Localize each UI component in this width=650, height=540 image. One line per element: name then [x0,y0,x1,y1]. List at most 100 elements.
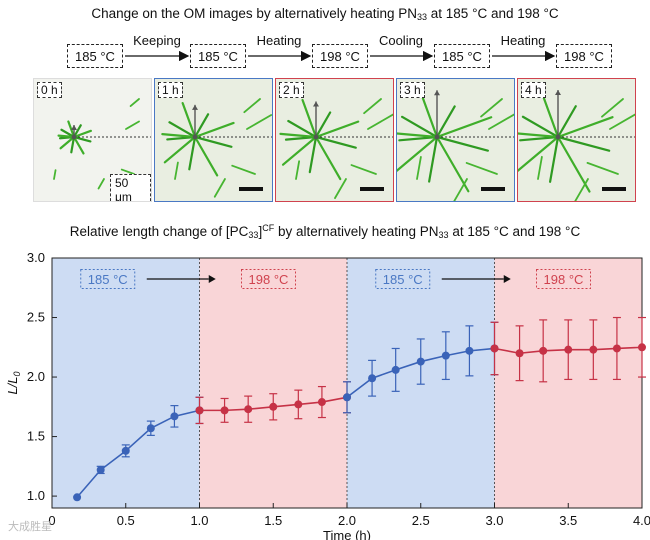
om-panel-1h: 1 h [154,78,273,202]
x-tick-label: 0.5 [117,513,135,528]
om-time-label-1h: 1 h [158,82,183,98]
crystal-needle [518,135,560,172]
crystal-needle [334,178,347,200]
crystal-needle [518,132,560,139]
crystal-needle [301,98,318,139]
crystal-needle [465,162,498,175]
om-background [155,79,272,201]
data-point [612,344,621,353]
crystal-needle [193,135,233,148]
crystal-needle [609,113,635,130]
om-time-label-4h: 4 h [521,82,546,98]
om-figure-title: Change on the OM images by alternatively… [91,6,559,22]
data-point [490,344,499,353]
data-point [515,349,524,358]
crystal-needle [246,114,272,130]
scale-bar [239,187,263,191]
y-axis-label-sub: 0 [12,371,22,376]
crystal-needle [72,135,85,155]
om-background [397,79,514,201]
crystal-needle [453,178,468,201]
arrow-label-keeping: Keeping [133,33,181,48]
arrow-label-cooling: Cooling [378,33,424,48]
data-point [170,412,179,421]
om-background [518,79,635,201]
step-box-cool: 185 °C [434,44,490,68]
crystal-needle [72,135,92,143]
nucleus-dot [434,134,440,140]
crystal-needle [181,101,197,139]
crystal-needle [367,113,393,130]
region-label-1: 198 °C [249,272,289,287]
data-point [589,345,598,354]
step-box-start: 185 °C [67,44,123,68]
arrow-label-heating-2: Heating [500,33,546,48]
length-arrowhead [71,125,77,130]
region-label-0: 185 °C [88,272,128,287]
crystal-needle [314,120,360,139]
crystal-needle [601,98,624,118]
region-1 [199,258,347,508]
nucleus-dot [555,134,561,140]
data-point [465,346,474,355]
crystal-needle [281,135,318,166]
crystal-needle [174,161,179,180]
crystal-needle [556,135,591,193]
crystal-needle [67,120,76,139]
y-tick-label: 3.0 [27,250,45,265]
step-box-heat-2: 198 °C [556,44,612,68]
om-image-1h [155,79,272,201]
crystal-needle [308,135,318,174]
crystal-needle [188,135,197,171]
y-tick-label: 2.0 [27,369,45,384]
crystal-needle [350,164,377,175]
crystal-needle [401,115,439,139]
x-tick-label: 4.0 [633,513,650,528]
x-tick-label: 2.5 [412,513,430,528]
crystal-needle [586,161,619,175]
x-tick-label: 3.0 [485,513,503,528]
data-point [539,346,548,355]
crystal-needle [287,119,318,139]
crystal-needle [53,169,57,180]
step-box-keep: 185 °C [190,44,246,68]
region-3 [494,258,642,508]
crystal-needle [416,156,422,180]
data-point [317,398,326,407]
region-label-box-1 [241,269,296,289]
crystal-needle [193,135,219,177]
y-tick-label: 2.5 [27,310,45,325]
data-point [564,345,573,354]
data-point [391,365,400,374]
watermark: 大成胜星 [8,521,52,533]
crystal-needle [57,134,76,139]
crystal-needle [59,135,76,150]
om-panel-0h: 0 h 50 μm [33,78,152,202]
data-point [96,465,105,474]
crystal-needle [295,160,301,180]
region-label-box-3 [536,269,591,289]
crystal-needle [435,135,490,152]
step-box-heat-1: 198 °C [312,44,368,68]
crystal-needle [435,135,470,193]
om-time-label-2h: 2 h [279,82,304,98]
crystal-needle [537,155,543,180]
crystal-needle [397,132,439,139]
crystal-needle [574,178,589,201]
x-axis-label: Time (h) [323,528,371,540]
crystal-needle [70,135,76,154]
crystal-needle [213,178,226,198]
crystal-needle [279,132,318,139]
crystal-needle [161,133,197,139]
crystal-needle [556,116,614,139]
data-point [294,400,303,409]
series-line-0 [76,409,200,498]
crystal-needle [231,164,256,175]
crystal-needle [314,111,332,139]
data-point [220,406,229,415]
x-tick-label: 1.0 [190,513,208,528]
region-label-2: 185 °C [383,272,423,287]
y-axis-label: L/L0 [5,371,22,394]
crystal-needle [125,120,140,130]
crystal-needle [428,135,439,183]
